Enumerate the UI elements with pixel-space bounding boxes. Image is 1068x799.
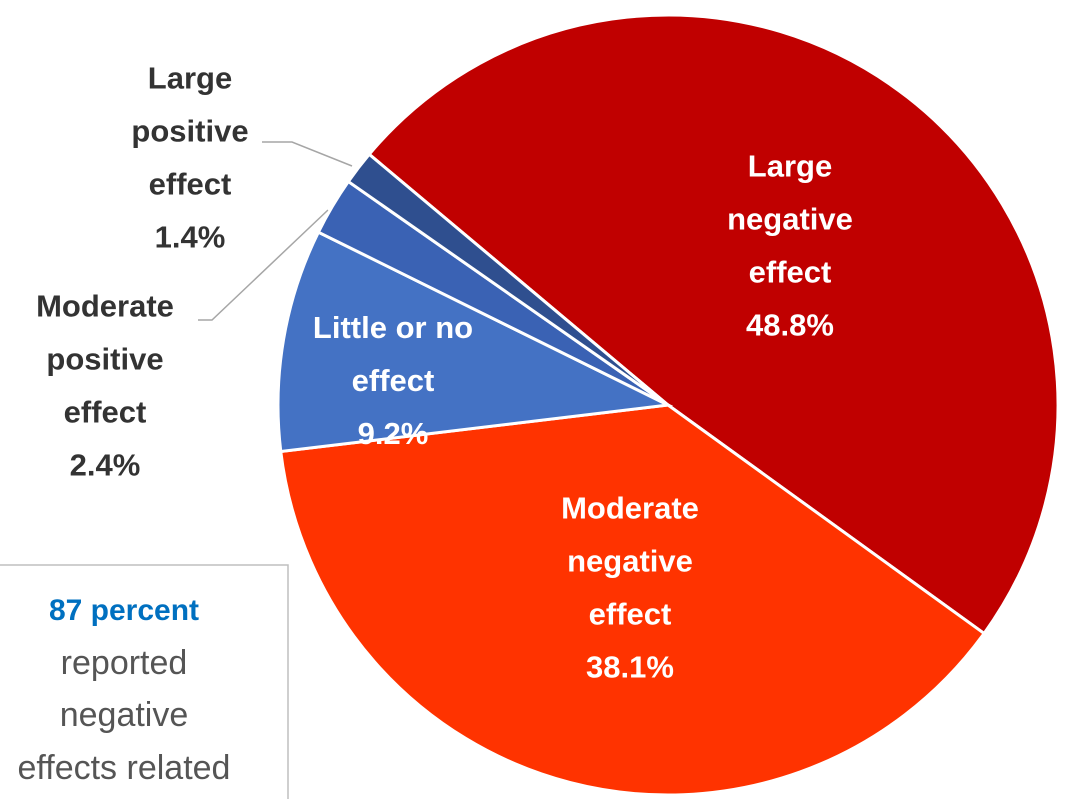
pie [276,13,1060,797]
slice-value-label: 48.8% [746,308,834,343]
slice-label: Little or no effect [313,310,473,398]
annotation-headline: 87 percent [49,594,199,627]
slice-label: Moderate positive effect [36,289,174,430]
leader-line [262,141,353,167]
slice-value-label: 9.2% [358,416,429,451]
annotation-box [0,564,289,799]
slice-value-label: 2.4% [70,448,141,483]
pie-slice [276,230,674,454]
slice-value-label: 38.1% [586,650,674,685]
annotation-line: effects related [18,749,231,787]
slice-label: Moderate negative effect [561,491,699,632]
pie-slice [279,403,987,797]
slice-label: Large positive effect [131,61,248,202]
annotation-line: reported [61,644,188,682]
pie-slice [346,152,669,407]
slice-value-label: 1.4% [155,220,226,255]
slice-label: Large negative effect [727,149,853,290]
annotation-line: negative [60,696,189,734]
pie-slice [367,13,1060,636]
leader-line [198,209,329,321]
